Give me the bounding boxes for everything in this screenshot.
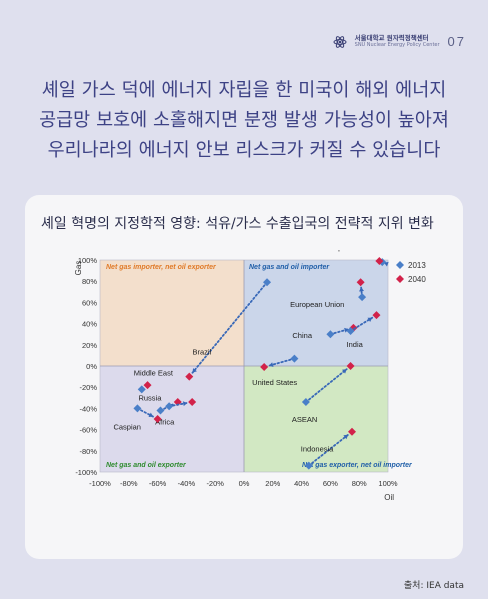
point-2013 <box>133 404 142 413</box>
point-2013 <box>301 398 310 407</box>
y-tick-label: -80% <box>79 447 97 456</box>
scatter-chart: Net gas importer, net oil exporter Net ga… <box>74 250 426 502</box>
country-label: Indonesia <box>301 445 334 454</box>
point-2013 <box>165 402 174 411</box>
country-label: Africa <box>155 417 175 426</box>
x-tick-label: 20% <box>265 479 280 488</box>
country-label: ASEAN <box>292 415 317 424</box>
x-tick-label: -100% <box>89 479 111 488</box>
x-tick-label: -20% <box>206 479 224 488</box>
point-2040 <box>372 311 381 320</box>
x-tick-label: 80% <box>352 479 367 488</box>
point-2040 <box>185 372 194 381</box>
point-2040 <box>346 362 355 370</box>
x-tick-label: 0% <box>239 479 250 488</box>
point-2013 <box>346 327 355 336</box>
point-2040 <box>188 398 197 407</box>
arrow-head-icon <box>344 327 349 333</box>
org-name-en: SNU Nuclear Energy Policy Center <box>354 41 440 48</box>
chart-card: 셰일 혁명의 지정학적 영향: 석유/가스 수출입국의 전략적 지위 변화 Ne… <box>25 195 463 559</box>
headline-line-1: 셰일 가스 덕에 에너지 자립을 한 미국이 해외 에너지 <box>41 80 447 101</box>
country-label: Caspian <box>113 422 141 431</box>
country-label: Japan and Korea <box>330 250 388 252</box>
headline: 셰일 가스 덕에 에너지 자립을 한 미국이 해외 에너지 공급망 보호에 소홀… <box>0 76 488 166</box>
point-2040 <box>375 257 384 266</box>
trend-arrow-line <box>307 433 349 467</box>
point-2013 <box>358 293 367 302</box>
atom-logo-icon <box>333 35 347 49</box>
y-axis-label: Gas <box>74 261 83 276</box>
headline-line-3: 우리나라의 에너지 안보 리스크가 커질 수 있습니다 <box>47 140 441 161</box>
point-2040 <box>153 415 162 423</box>
legend-marker-2013 <box>396 261 404 269</box>
trend-arrow-line <box>268 357 296 367</box>
trend-arrow-line <box>136 407 155 418</box>
y-tick-label: 80% <box>82 277 97 286</box>
arrow-head-icon <box>343 434 349 440</box>
arrow-head-icon <box>268 362 274 368</box>
point-2013 <box>326 330 335 339</box>
y-tick-label: -40% <box>79 404 97 413</box>
point-2013 <box>304 461 313 470</box>
quadrant-net-gas-oil-importer <box>244 260 388 366</box>
point-2040 <box>356 278 365 287</box>
org-name: 서울대학교 원자력정책센터 SNU Nuclear Energy Policy … <box>355 35 440 48</box>
point-2040 <box>348 427 356 436</box>
x-tick-label: -40% <box>178 479 196 488</box>
y-tick-label: 0% <box>86 362 97 371</box>
y-tick-label: -20% <box>79 383 97 392</box>
trend-arrow-line <box>191 281 268 374</box>
page-number: 07 <box>447 34 466 49</box>
y-tick-label: -60% <box>79 426 97 435</box>
y-tick-label: 40% <box>82 320 97 329</box>
source-note: 출처: IEA data <box>403 581 464 591</box>
y-tick-label: -100% <box>75 468 97 477</box>
point-2040 <box>173 398 182 407</box>
quadrant-label: Net gas and oil importer <box>249 264 330 271</box>
quadrant-net-gas-oil-exporter <box>100 366 244 472</box>
arrow-head-icon <box>359 287 364 292</box>
legend-marker-2040 <box>396 275 404 283</box>
org-name-ko: 서울대학교 원자력정책센터 <box>354 34 429 43</box>
x-tick-label: 40% <box>294 479 309 488</box>
header: 서울대학교 원자력정책센터 SNU Nuclear Energy Policy … <box>333 34 466 49</box>
arrow-head-icon <box>192 368 197 373</box>
arrow-head-icon <box>367 317 373 322</box>
chart-title: 셰일 혁명의 지정학적 영향: 석유/가스 수출입국의 전략적 지위 변화 <box>41 216 434 232</box>
trend-arrow-line <box>305 368 348 403</box>
point-2013 <box>156 406 165 415</box>
legend-label-2013: 2013 <box>408 261 426 270</box>
x-tick-label: -60% <box>149 479 167 488</box>
trend-arrow-line <box>349 316 374 332</box>
country-label: European Union <box>290 300 344 309</box>
country-label: China <box>292 331 312 340</box>
country-label: India <box>347 340 364 349</box>
point-2040 <box>143 381 152 390</box>
point-2040 <box>260 363 269 372</box>
point-2013 <box>263 278 272 287</box>
point-2013 <box>137 385 146 394</box>
legend-label-2040: 2040 <box>408 275 426 284</box>
country-label: United States <box>252 378 297 387</box>
headline-line-2: 공급망 보호에 소홀해지면 분쟁 발생 가능성이 높아져 <box>39 110 449 131</box>
quadrant-net-gas-importer-oil-exporter <box>100 260 244 366</box>
y-tick-label: 60% <box>82 298 97 307</box>
x-axis-label: Oil <box>384 493 394 502</box>
x-tick-label: 100% <box>378 479 398 488</box>
country-label: Brazil <box>193 348 212 357</box>
quadrant-label: Net gas and oil exporter <box>106 462 187 469</box>
point-2013 <box>290 354 299 363</box>
y-tick-label: 100% <box>78 256 98 265</box>
arrow-head-icon <box>341 369 347 374</box>
x-tick-label: -80% <box>120 479 138 488</box>
arrow-head-icon <box>182 401 188 407</box>
quadrant-label: Net gas importer, net oil exporter <box>106 264 217 271</box>
y-tick-label: 20% <box>82 341 97 350</box>
arrow-head-icon <box>148 412 154 418</box>
country-label: Russia <box>138 394 162 403</box>
quadrant-net-gas-exporter-oil-importer <box>244 366 388 472</box>
quadrant-label: Net gas exporter, net oil importer <box>302 462 413 469</box>
x-tick-label: 60% <box>323 479 338 488</box>
country-label: Middle East <box>134 368 174 377</box>
